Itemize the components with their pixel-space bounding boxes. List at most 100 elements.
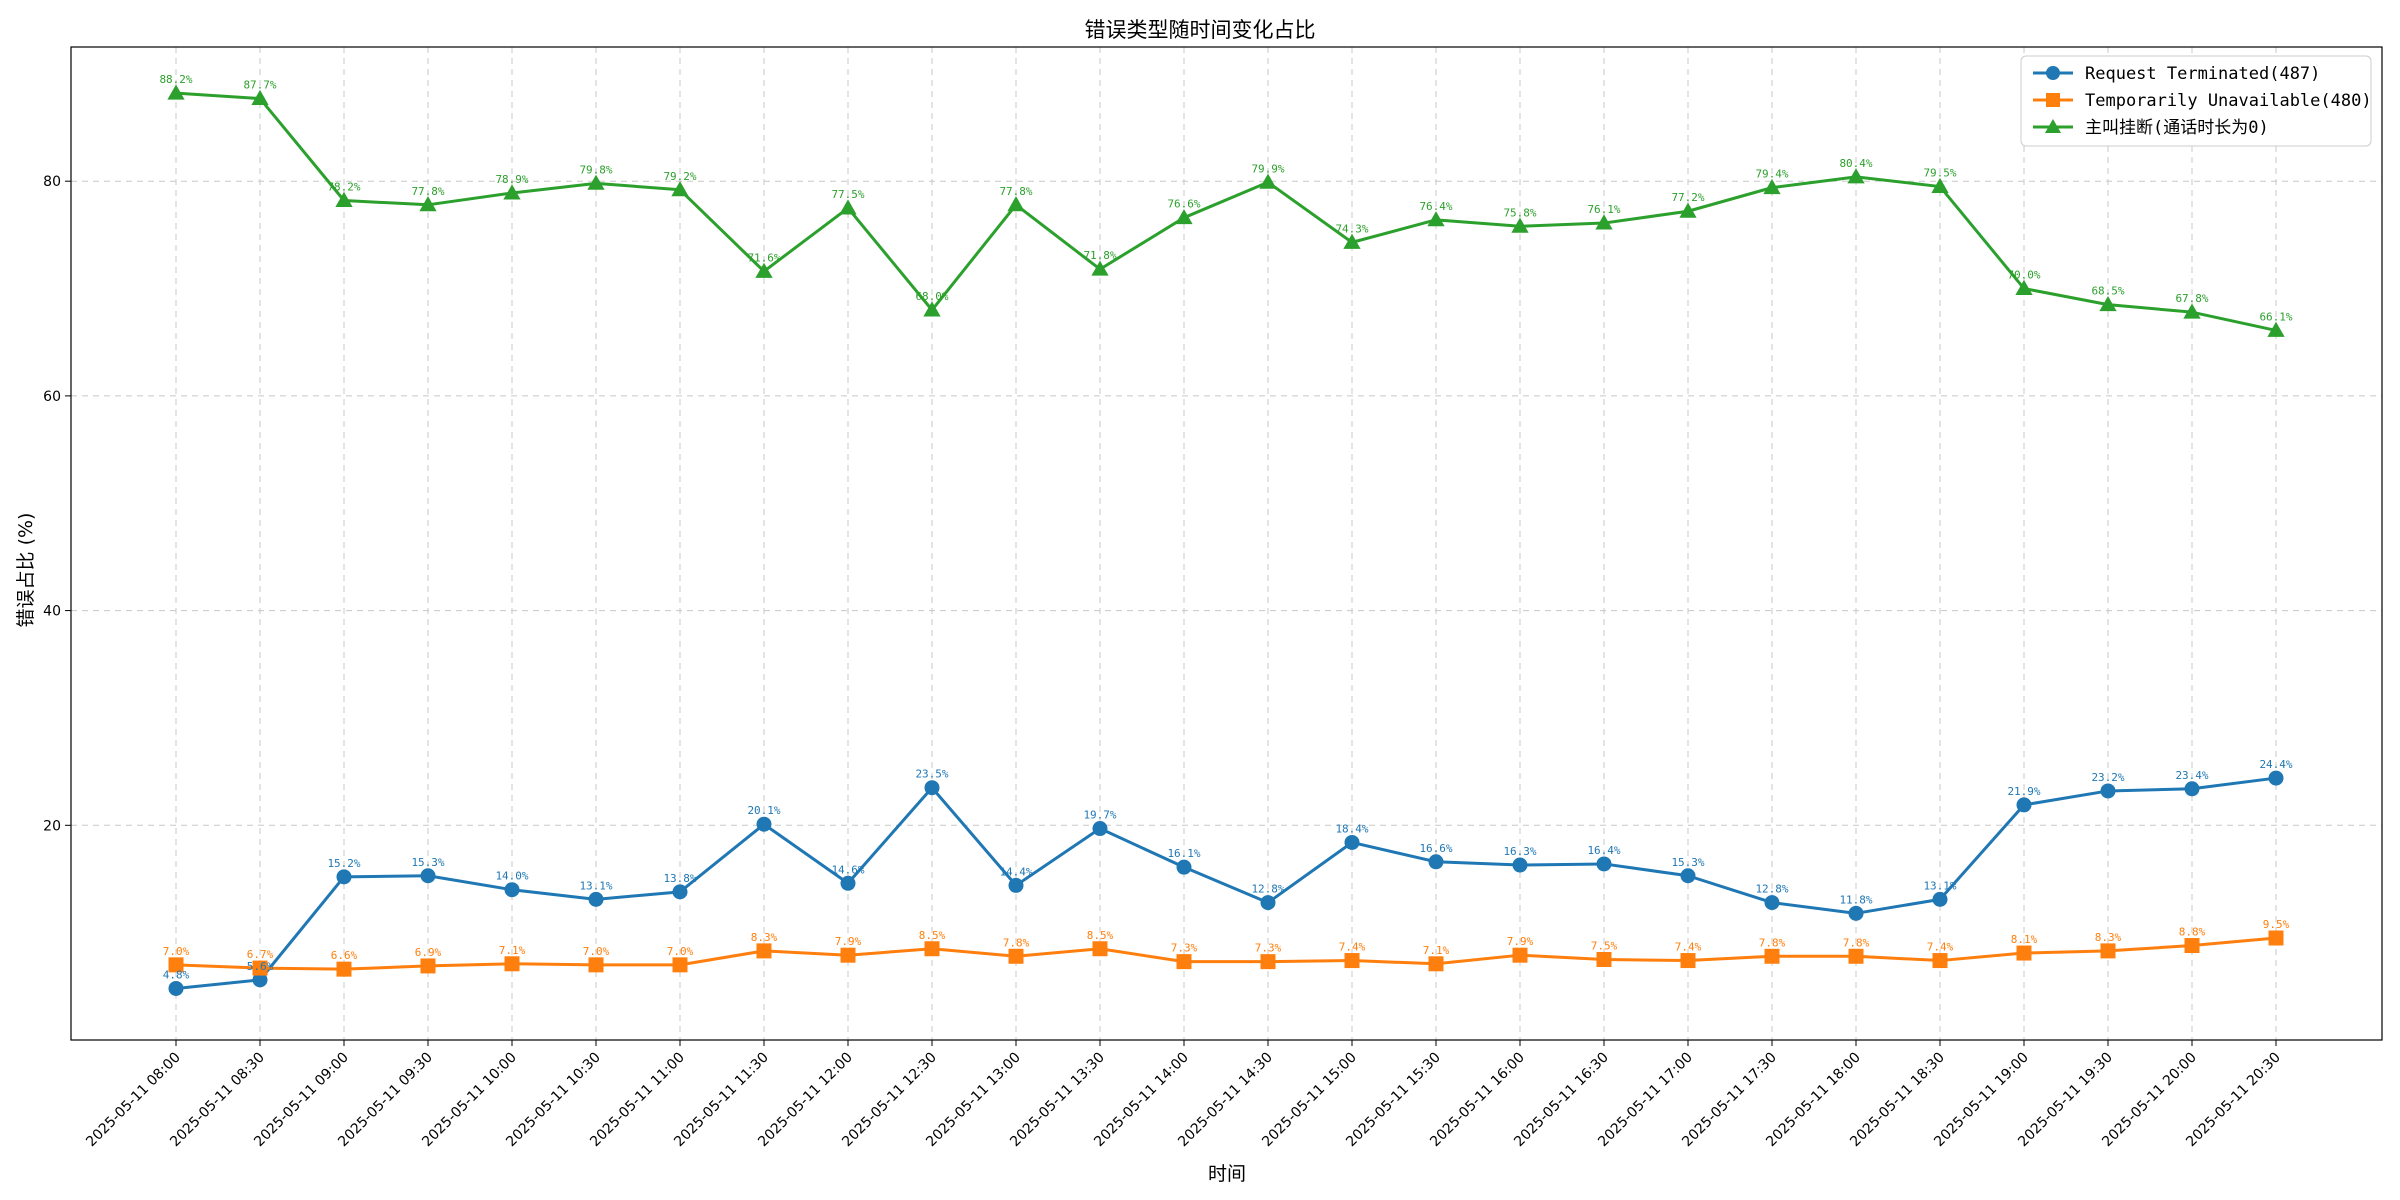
data-point bbox=[923, 301, 941, 317]
data-label: 18.4% bbox=[1335, 822, 1368, 835]
data-label: 71.6% bbox=[747, 251, 780, 264]
data-label: 4.8% bbox=[163, 968, 190, 981]
data-point bbox=[672, 884, 688, 900]
data-label: 8.5% bbox=[919, 929, 946, 942]
data-label: 79.2% bbox=[663, 170, 696, 183]
data-point bbox=[1175, 209, 1193, 225]
data-point bbox=[251, 89, 269, 105]
data-point bbox=[1428, 956, 1444, 972]
data-label: 7.8% bbox=[1003, 936, 1030, 949]
data-label: 13.1% bbox=[1923, 879, 1956, 892]
data-point bbox=[2184, 938, 2200, 954]
data-point bbox=[1260, 895, 1276, 911]
data-label: 19.7% bbox=[1083, 809, 1116, 822]
data-label: 77.8% bbox=[999, 185, 1032, 198]
y-tick-label: 20 bbox=[43, 818, 61, 834]
data-point bbox=[1763, 179, 1781, 195]
data-point bbox=[924, 780, 940, 796]
data-point bbox=[1596, 856, 1612, 872]
data-point bbox=[1680, 953, 1696, 969]
legend: Request Terminated(487) Temporarily Unava… bbox=[2020, 55, 2372, 147]
data-label: 79.9% bbox=[1251, 162, 1284, 175]
data-label: 23.4% bbox=[2175, 769, 2208, 782]
data-label: 68.0% bbox=[915, 290, 948, 303]
data-point bbox=[1512, 947, 1528, 963]
data-label: 77.2% bbox=[1671, 191, 1704, 204]
data-label: 7.9% bbox=[835, 935, 862, 948]
data-label: 70.0% bbox=[2007, 269, 2040, 282]
data-point bbox=[504, 882, 520, 898]
data-point bbox=[1679, 202, 1697, 218]
data-label: 79.4% bbox=[1755, 168, 1788, 181]
data-point bbox=[671, 181, 689, 197]
data-label: 23.2% bbox=[2091, 771, 2124, 784]
data-point bbox=[1848, 948, 1864, 964]
data-point bbox=[252, 960, 268, 976]
data-label: 71.8% bbox=[1083, 249, 1116, 262]
data-point bbox=[420, 958, 436, 974]
data-label: 76.6% bbox=[1167, 198, 1200, 211]
data-label: 20.1% bbox=[747, 804, 780, 817]
data-point bbox=[1428, 854, 1444, 870]
data-point bbox=[1008, 948, 1024, 964]
data-point bbox=[1344, 953, 1360, 969]
data-point bbox=[2268, 930, 2284, 946]
data-label: 7.8% bbox=[1843, 936, 1870, 949]
data-label: 16.4% bbox=[1587, 844, 1620, 857]
data-point bbox=[1344, 834, 1360, 850]
data-label: 6.6% bbox=[331, 949, 358, 962]
data-label: 7.5% bbox=[1591, 939, 1618, 952]
data-label: 79.5% bbox=[1923, 167, 1956, 180]
data-point bbox=[1427, 211, 1445, 227]
data-point bbox=[335, 191, 353, 207]
data-label: 8.8% bbox=[2179, 926, 2206, 939]
data-point bbox=[2015, 279, 2033, 296]
legend-marker-0 bbox=[2046, 66, 2060, 80]
x-axis-label: 时间 bbox=[1208, 1163, 1246, 1185]
data-point bbox=[1260, 954, 1276, 970]
data-label: 7.1% bbox=[1423, 944, 1450, 957]
data-label: 14.4% bbox=[999, 865, 1032, 878]
data-point bbox=[1848, 905, 1864, 921]
series-line-0 bbox=[175, 776, 2277, 990]
data-label: 8.1% bbox=[2011, 933, 2038, 946]
data-label: 7.4% bbox=[1339, 941, 1366, 954]
data-point bbox=[1764, 948, 1780, 964]
legend-marker-2 bbox=[2044, 118, 2062, 134]
series-line-1 bbox=[175, 936, 2277, 971]
legend-label-2: 主叫挂断(通话时长为0) bbox=[2085, 118, 2269, 138]
data-point bbox=[1092, 821, 1108, 837]
y-tick-label: 40 bbox=[43, 604, 61, 620]
data-point bbox=[2099, 296, 2117, 312]
data-point bbox=[1512, 857, 1528, 873]
data-point bbox=[587, 174, 605, 190]
data-label: 6.7% bbox=[247, 948, 274, 961]
data-point bbox=[1176, 954, 1192, 970]
data-label: 13.1% bbox=[579, 879, 612, 892]
data-label: 7.4% bbox=[1675, 941, 1702, 954]
data-point bbox=[1680, 868, 1696, 884]
data-point bbox=[2267, 321, 2285, 337]
data-point bbox=[1932, 953, 1948, 969]
legend-marker-1 bbox=[2046, 93, 2060, 107]
data-point bbox=[1176, 859, 1192, 875]
data-point bbox=[252, 972, 268, 988]
data-point bbox=[1091, 260, 1109, 276]
data-point bbox=[504, 956, 520, 972]
data-point bbox=[1932, 891, 1948, 907]
data-point bbox=[1931, 177, 1949, 194]
data-point bbox=[1511, 217, 1529, 233]
data-point bbox=[755, 262, 773, 278]
data-label: 78.9% bbox=[495, 173, 528, 186]
data-label: 88.2% bbox=[159, 73, 192, 86]
data-label: 8.5% bbox=[1087, 929, 1114, 942]
data-point bbox=[924, 941, 940, 957]
data-point bbox=[336, 869, 352, 885]
data-label: 7.4% bbox=[1927, 941, 1954, 954]
data-label: 8.3% bbox=[751, 931, 778, 944]
data-label: 15.2% bbox=[327, 857, 360, 870]
data-label: 23.5% bbox=[915, 768, 948, 781]
data-point bbox=[168, 957, 184, 973]
